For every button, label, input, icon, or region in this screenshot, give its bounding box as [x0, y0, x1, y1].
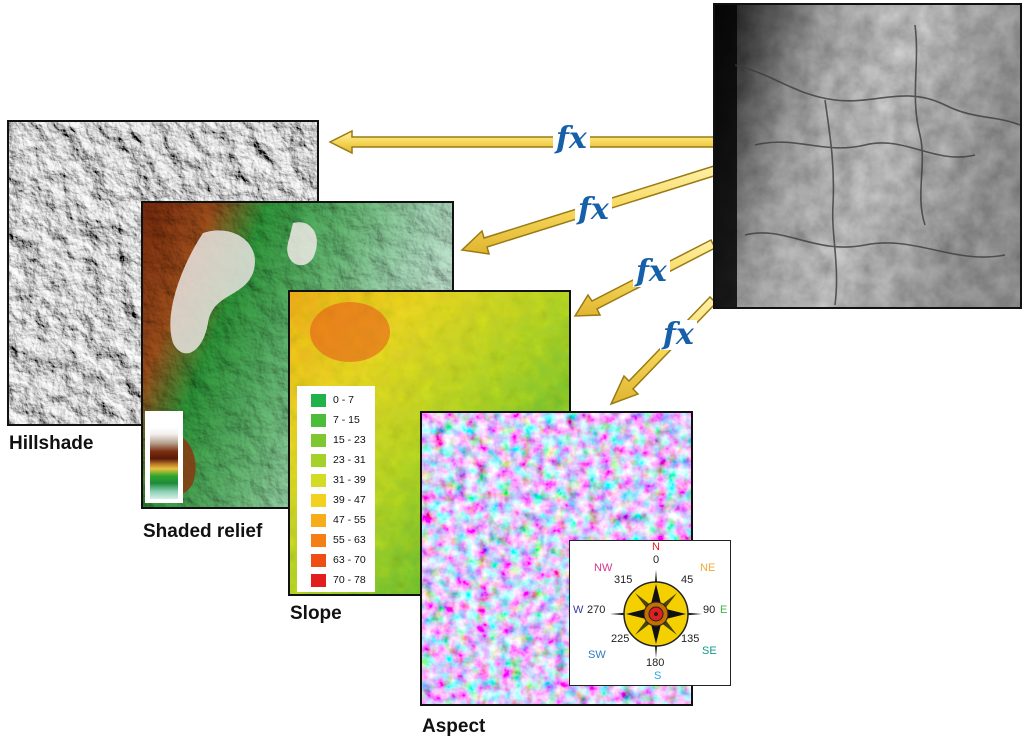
slope-legend-row: 7 - 15 [311, 410, 375, 430]
slope-legend-row: 31 - 39 [311, 470, 375, 490]
slope-legend-row: 70 - 78 [311, 570, 375, 590]
compass-45-label: 45 [681, 574, 694, 586]
fx-label-shaded-relief: fx [575, 195, 612, 225]
legend-swatch [311, 473, 326, 487]
legend-swatch [311, 393, 326, 407]
legend-swatch [311, 533, 326, 547]
dem-image [715, 5, 1020, 307]
slope-legend-row: 55 - 63 [311, 530, 375, 550]
slope-legend-row: 15 - 23 [311, 430, 375, 450]
relief-gradient [150, 427, 178, 499]
compass-270-label: 270 [587, 604, 606, 616]
compass-315-label: 315 [614, 574, 633, 586]
compass-sw-label: SW [588, 649, 606, 661]
legend-label: 47 - 55 [333, 514, 366, 526]
slope-legend-row: 47 - 55 [311, 510, 375, 530]
slope-legend-row: 0 - 7 [311, 390, 375, 410]
slope-legend-row: 39 - 47 [311, 490, 375, 510]
legend-swatch [311, 413, 326, 427]
legend-label: 55 - 63 [333, 534, 366, 546]
legend-swatch [311, 513, 326, 527]
legend-label: 63 - 70 [333, 554, 366, 566]
compass-180-label: 180 [646, 657, 665, 669]
legend-label: 39 - 47 [333, 494, 366, 506]
compass-se-label: SE [702, 645, 717, 657]
legend-swatch [311, 573, 326, 587]
fx-label-slope: fx [633, 257, 670, 287]
compass-135-label: 135 [681, 633, 700, 645]
legend-label: 15 - 23 [333, 434, 366, 446]
legend-label: 70 - 78 [333, 574, 366, 586]
compass-90-label: 90 [703, 604, 716, 616]
compass-s-label: S [654, 670, 662, 682]
compass-n-label: N [652, 541, 660, 553]
shaded-relief-caption: Shaded relief [143, 521, 263, 542]
legend-label: 23 - 31 [333, 454, 366, 466]
legend-swatch [311, 493, 326, 507]
slope-legend: 0 - 7 7 - 15 15 - 23 23 - 31 31 - 39 39 … [297, 386, 375, 592]
legend-swatch [311, 553, 326, 567]
dem-panel [713, 3, 1022, 309]
fx-label-hillshade: fx [553, 124, 590, 154]
legend-label: 31 - 39 [333, 474, 366, 486]
legend-swatch [311, 433, 326, 447]
arrow-to-hillshade [328, 129, 717, 155]
compass-ne-label: NE [700, 562, 716, 574]
aspect-compass-legend: N 0 NE 45 NW 315 W 270 90 E 225 135 SW S… [569, 540, 731, 686]
compass-225-label: 225 [611, 633, 630, 645]
relief-color-bar [145, 411, 183, 503]
slope-legend-row: 23 - 31 [311, 450, 375, 470]
compass-w-label: W [573, 604, 584, 616]
compass-e-label: E [720, 604, 728, 616]
compass-rose [610, 570, 702, 658]
compass-nw-label: NW [594, 562, 613, 574]
slope-caption: Slope [290, 603, 342, 624]
fx-label-aspect: fx [660, 320, 697, 350]
compass-0-label: 0 [653, 554, 660, 566]
hillshade-caption: Hillshade [9, 433, 94, 454]
legend-label: 7 - 15 [333, 414, 360, 426]
aspect-caption: Aspect [422, 716, 486, 737]
legend-label: 0 - 7 [333, 394, 355, 406]
slope-legend-row: 63 - 70 [311, 550, 375, 570]
legend-swatch [311, 453, 326, 467]
